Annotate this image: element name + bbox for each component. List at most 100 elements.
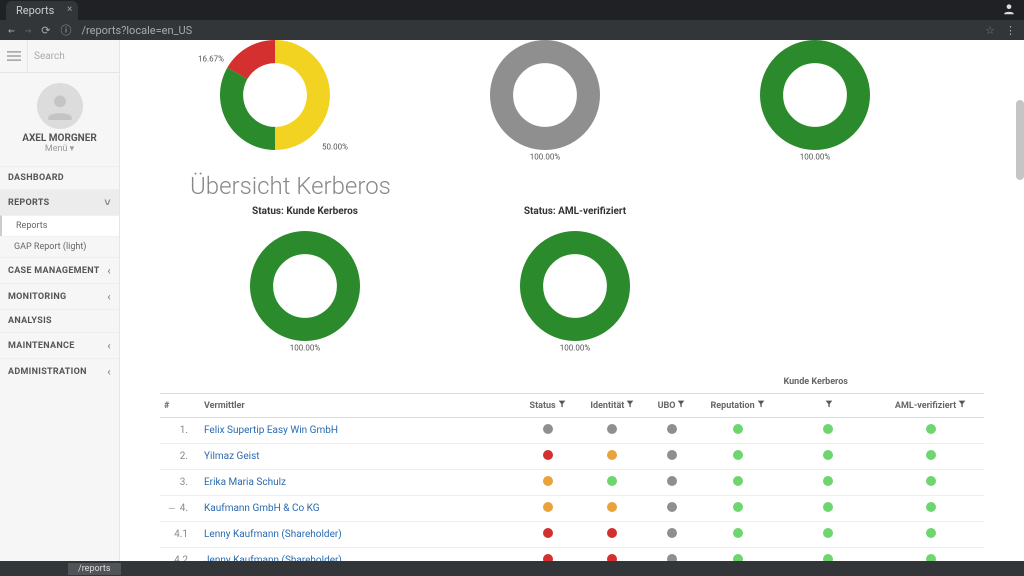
avatar (37, 83, 83, 129)
status-dot-cell (877, 418, 984, 444)
nav-sub-gap-report-(light)[interactable]: GAP Report (light) (0, 236, 119, 257)
col-header[interactable]: Status (518, 394, 577, 418)
status-dot (667, 476, 677, 486)
status-dot (607, 476, 617, 486)
status-dot (823, 450, 833, 460)
col-header[interactable] (780, 394, 878, 418)
nav-item-reports[interactable]: REPORTS˅ (0, 189, 119, 215)
browser-toolbar: ← → ⟳ ⓘ /reports?locale=en_US ☆ ⋮ (0, 20, 1024, 40)
browser-tab-title: Reports (16, 4, 54, 17)
hamburger-icon[interactable] (0, 40, 28, 72)
col-header[interactable]: Reputation (696, 394, 780, 418)
row-number: 4.1 (160, 522, 200, 548)
back-icon[interactable]: ← (8, 24, 15, 37)
row-number: 2. (160, 444, 200, 470)
collapse-icon[interactable]: — (169, 503, 175, 514)
col-header[interactable]: Identität (577, 394, 647, 418)
super-header: Kunde Kerberos (780, 371, 878, 394)
donut-label: 100.00% (290, 344, 320, 353)
scrollbar-thumb[interactable] (1016, 100, 1024, 180)
status-dot-cell (780, 470, 878, 496)
nav-item-administration[interactable]: ADMINISTRATION‹ (0, 358, 119, 384)
donut-chart: 100.00% (470, 40, 620, 150)
search-input[interactable]: Search (28, 51, 119, 62)
status-dot (543, 528, 553, 538)
sidebar: Search AXEL MORGNER Menü ▾ DASHBOARDREPO… (0, 40, 120, 561)
status-dot-cell (780, 496, 878, 522)
status-dot (926, 554, 936, 561)
status-dot (733, 528, 743, 538)
sub-chart: Status: AML-verifiziert100.00% (500, 206, 650, 341)
chevron-icon: ‹ (107, 339, 111, 352)
chevron-icon: ‹ (107, 290, 111, 303)
user-menu[interactable]: Menü ▾ (0, 144, 119, 154)
vermittler-name[interactable]: Jenny Kaufmann (Shareholder) (200, 548, 518, 562)
vermittler-name[interactable]: Yilmaz Geist (200, 444, 518, 470)
browser-profile-icon[interactable] (1002, 2, 1024, 19)
status-dot (667, 554, 677, 561)
nav-item-maintenance[interactable]: MAINTENANCE‹ (0, 332, 119, 358)
status-dot (926, 476, 936, 486)
status-dot-cell (577, 444, 647, 470)
info-icon[interactable]: ⓘ (60, 22, 71, 38)
donut-label: 100.00% (530, 153, 560, 162)
table-row: — 4.Kaufmann GmbH & Co KG (160, 496, 984, 522)
status-dot (926, 450, 936, 460)
status-dot-cell (647, 444, 695, 470)
vermittler-name[interactable]: Felix Supertip Easy Win GmbH (200, 418, 518, 444)
vermittler-name[interactable]: Erika Maria Schulz (200, 470, 518, 496)
status-dot (926, 528, 936, 538)
status-dot (543, 502, 553, 512)
nav-sub-reports[interactable]: Reports (0, 215, 119, 236)
status-dot (733, 554, 743, 561)
reload-icon[interactable]: ⟳ (41, 24, 50, 37)
status-dot-cell (647, 522, 695, 548)
sub-donut-row: Status: Kunde Kerberos100.00% Status: AML… (230, 206, 984, 341)
row-number: — 4. (160, 496, 200, 522)
status-dot (543, 554, 553, 561)
status-dot-cell (518, 470, 577, 496)
status-dot-cell (696, 418, 780, 444)
col-header[interactable]: # (160, 394, 200, 418)
status-dot (823, 502, 833, 512)
chevron-icon: ‹ (107, 365, 111, 378)
sub-chart: Status: Kunde Kerberos100.00% (230, 206, 380, 341)
nav-item-dashboard[interactable]: DASHBOARD (0, 166, 119, 189)
status-text: /reports (68, 563, 121, 575)
row-number: 4.2 (160, 548, 200, 562)
status-dot (543, 424, 553, 434)
donut-label: 16.67% (198, 55, 224, 64)
donut-label: 100.00% (560, 344, 590, 353)
status-dot-cell (696, 548, 780, 562)
status-dot-cell (780, 418, 878, 444)
status-dot (667, 528, 677, 538)
status-dot (733, 450, 743, 460)
url-bar[interactable]: /reports?locale=en_US (81, 24, 975, 37)
table-row: 3.Erika Maria Schulz (160, 470, 984, 496)
vermittler-name[interactable]: Lenny Kaufmann (Shareholder) (200, 522, 518, 548)
status-dot-cell (518, 418, 577, 444)
donut-chart: 16.67% 50.00% (200, 40, 350, 150)
status-dot-cell (877, 496, 984, 522)
nav-item-case-management[interactable]: CASE MANAGEMENT‹ (0, 257, 119, 283)
section-title: Übersicht Kerberos (190, 172, 984, 200)
vermittler-table: Kunde Kerberos #VermittlerStatusIdentität… (160, 371, 984, 561)
nav-item-monitoring[interactable]: MONITORING‹ (0, 283, 119, 309)
status-dot-cell (577, 470, 647, 496)
browser-tab[interactable]: Reports × (6, 1, 78, 20)
donut-label: 50.00% (322, 143, 348, 152)
status-dot (733, 424, 743, 434)
vermittler-name[interactable]: Kaufmann GmbH & Co KG (200, 496, 518, 522)
tab-close-icon[interactable]: × (67, 4, 72, 15)
forward-icon[interactable]: → (25, 24, 32, 37)
status-dot (607, 450, 617, 460)
col-header[interactable]: Vermittler (200, 394, 518, 418)
col-header[interactable]: UBO (647, 394, 695, 418)
nav-item-analysis[interactable]: ANALYSIS (0, 309, 119, 332)
chevron-icon: ‹ (107, 264, 111, 277)
col-header[interactable]: AML-verifiziert (877, 394, 984, 418)
star-icon[interactable]: ☆ (985, 24, 995, 37)
kebab-menu-icon[interactable]: ⋮ (1005, 24, 1016, 37)
status-dot (667, 502, 677, 512)
status-dot (823, 424, 833, 434)
